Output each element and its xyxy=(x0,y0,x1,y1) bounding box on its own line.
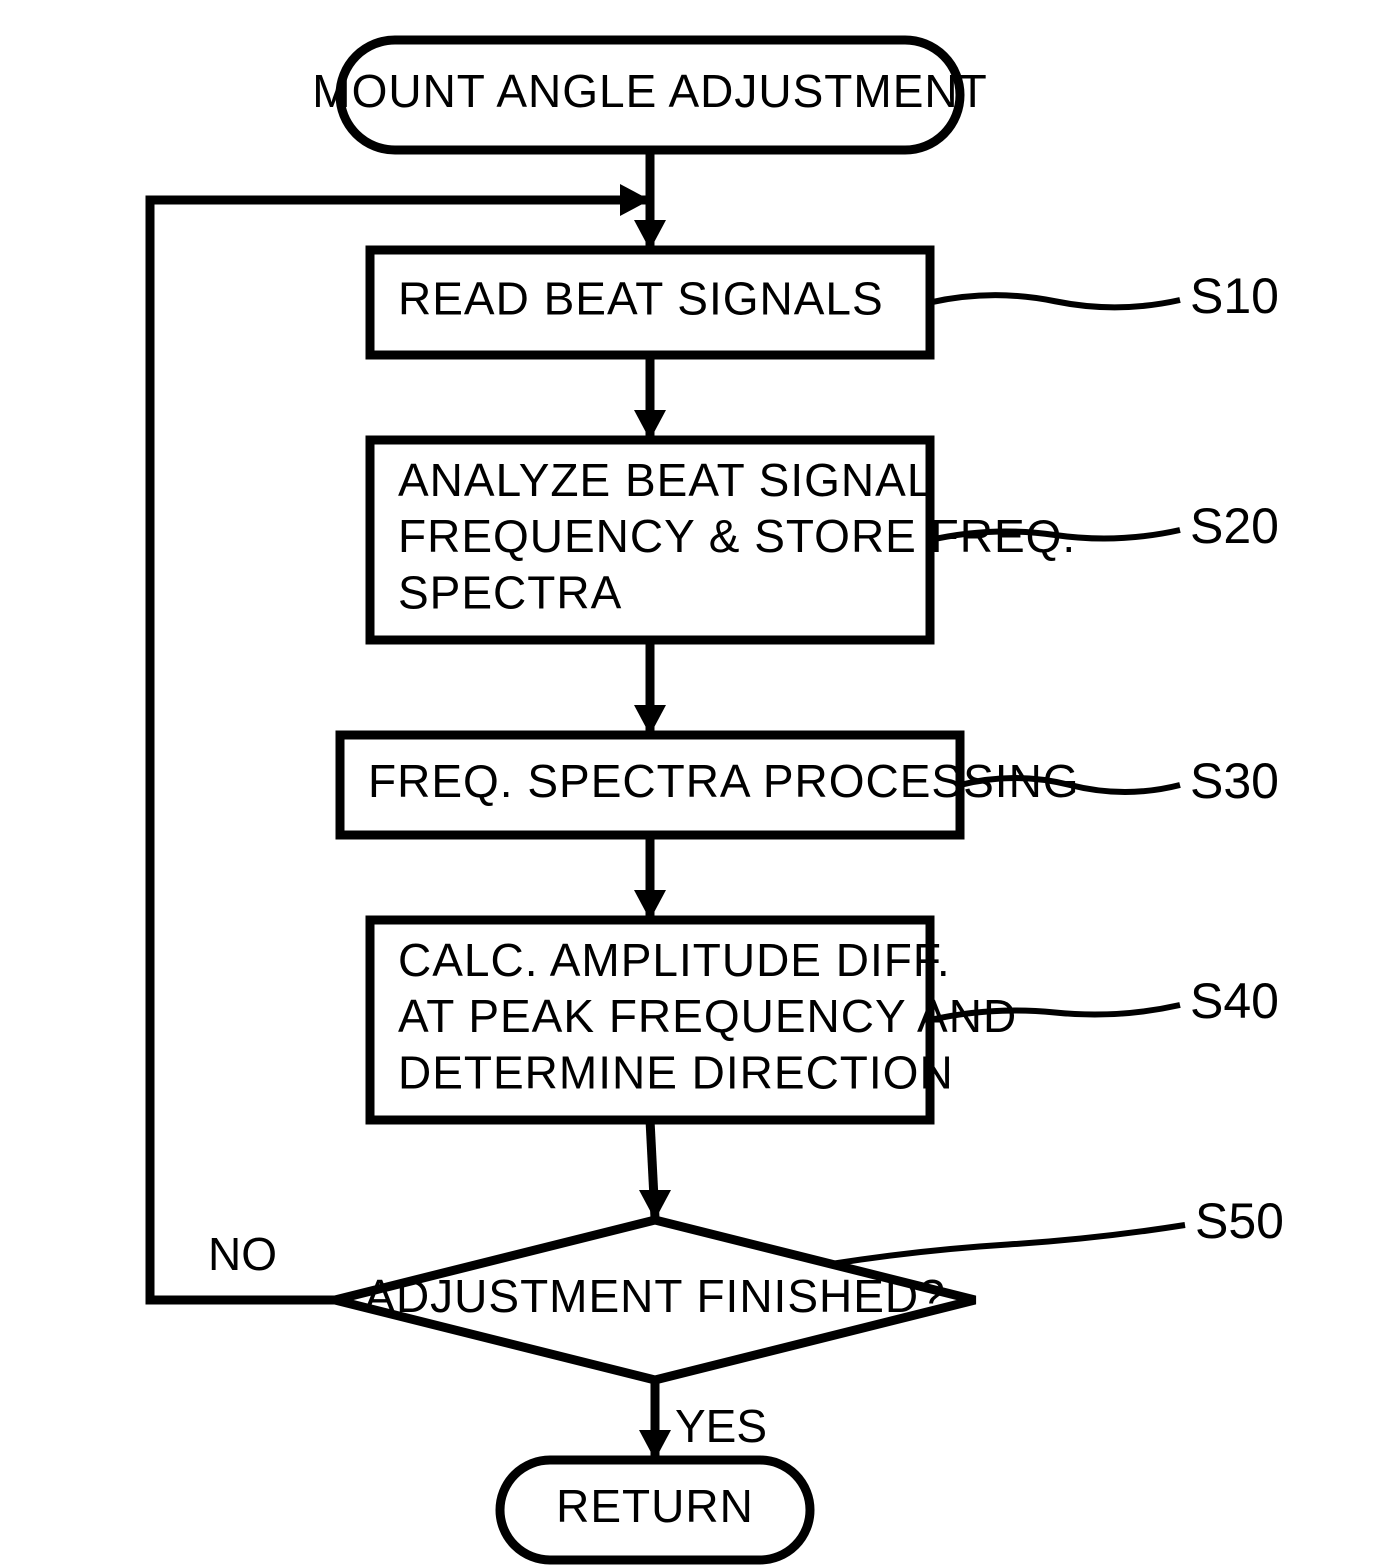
step-label: S20 xyxy=(1190,498,1279,554)
node-text: CALC. AMPLITUDE DIFF. xyxy=(398,934,951,986)
node-text: SPECTRA xyxy=(398,566,622,618)
node-text: MOUNT ANGLE ADJUSTMENT xyxy=(312,65,987,117)
edge-label: NO xyxy=(208,1228,277,1280)
edge-label: YES xyxy=(675,1400,767,1452)
node-text: FREQ. SPECTRA PROCESSING xyxy=(368,755,1080,807)
node-text: FREQUENCY & STORE FREQ. xyxy=(398,510,1076,562)
node-text: ANALYZE BEAT SIGNAL xyxy=(398,454,933,506)
flowchart-canvas: MOUNT ANGLE ADJUSTMENT READ BEAT SIGNALS A… xyxy=(0,0,1397,1567)
step-label: S10 xyxy=(1190,268,1279,324)
node-text: DETERMINE DIRECTION xyxy=(398,1046,954,1098)
step-label: S50 xyxy=(1195,1193,1284,1249)
node-text: AT PEAK FREQUENCY AND xyxy=(398,990,1017,1042)
node-text: READ BEAT SIGNALS xyxy=(398,273,884,325)
node-text: RETURN xyxy=(556,1480,754,1532)
step-label: S30 xyxy=(1190,753,1279,809)
step-label: S40 xyxy=(1190,973,1279,1029)
node-text: ADJUSTMENT FINISHED? xyxy=(364,1270,945,1322)
